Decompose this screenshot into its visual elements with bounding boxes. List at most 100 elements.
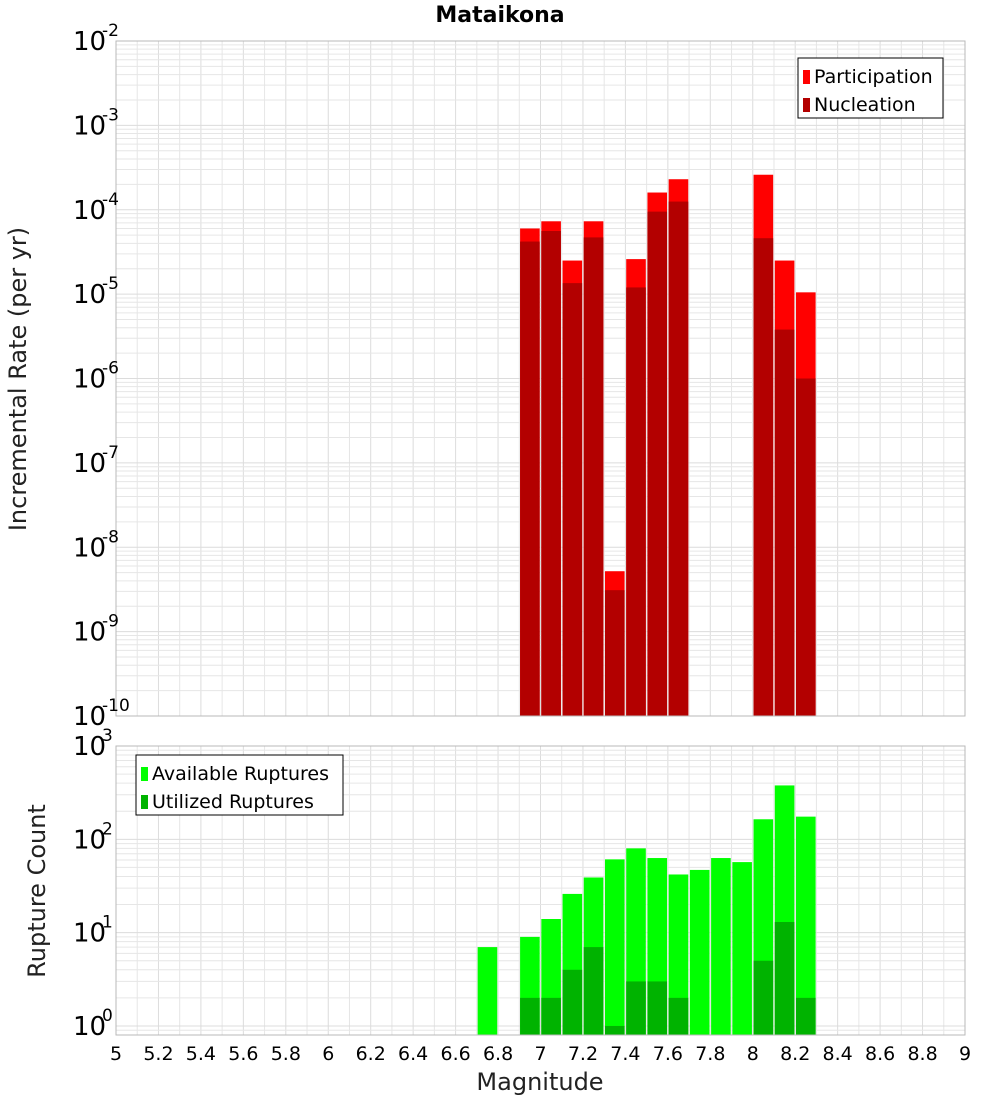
count-y-axis-label: Rupture Count — [23, 804, 51, 978]
y-tick-exponent: 0 — [102, 1006, 113, 1026]
legend-swatch — [141, 795, 148, 809]
y-tick-label: 10 — [73, 365, 106, 395]
y-tick-exponent: 1 — [102, 913, 113, 933]
x-tick-label: 6.4 — [398, 1043, 428, 1065]
y-tick-label: 10 — [73, 111, 106, 141]
rate-bar-b — [541, 230, 561, 716]
rate-bar-b — [626, 287, 646, 716]
count-bar-b — [604, 1025, 625, 1035]
count-bar-a — [796, 816, 816, 1035]
rate-bar-b — [796, 378, 816, 716]
count-grid — [115, 746, 966, 1036]
x-tick-label: 7 — [534, 1043, 546, 1065]
legend-swatch — [141, 767, 148, 781]
count-bar-a — [689, 869, 710, 1035]
count-bar-a — [477, 947, 498, 1035]
rate-bar-b — [647, 211, 668, 716]
y-tick-exponent: -9 — [102, 612, 119, 632]
legend-swatch — [803, 98, 810, 112]
count-bars — [477, 785, 816, 1035]
y-tick-label: 10 — [73, 1012, 106, 1042]
y-tick-exponent: -7 — [102, 443, 119, 463]
x-tick-label: 5.2 — [143, 1043, 173, 1065]
y-tick-exponent: -6 — [102, 359, 119, 379]
y-tick-label: 10 — [73, 919, 106, 949]
y-tick-exponent: 3 — [102, 726, 113, 746]
rate-legend: Participation Nucleation — [797, 57, 944, 119]
y-tick-label: 10 — [73, 196, 106, 226]
x-tick-label: 8.8 — [907, 1043, 937, 1065]
count-bar-a — [711, 858, 731, 1035]
x-tick-label: 8.4 — [823, 1043, 853, 1065]
x-tick-label: 8.2 — [780, 1043, 810, 1065]
rate-bar-b — [774, 329, 795, 716]
x-tick-label: 5 — [110, 1043, 122, 1065]
count-bar-b — [774, 922, 795, 1035]
count-bar-b — [626, 981, 646, 1035]
x-tick-label: 9 — [959, 1043, 971, 1065]
x-tick-label: 7.6 — [653, 1043, 683, 1065]
y-tick-exponent: 2 — [102, 819, 113, 839]
legend-swatch — [803, 70, 810, 84]
x-tick-label: 6.2 — [356, 1043, 386, 1065]
count-bar-a — [668, 874, 689, 1035]
x-tick-label: 5.8 — [271, 1043, 301, 1065]
count-bar-a — [732, 862, 752, 1035]
y-tick-label: 10 — [73, 449, 106, 479]
x-tick-label: 5.6 — [228, 1043, 258, 1065]
count-bar-b — [753, 960, 774, 1035]
x-tick-label: 8 — [747, 1043, 759, 1065]
rate-bar-b — [604, 590, 625, 716]
y-tick-exponent: -5 — [102, 274, 119, 294]
count-bar-b — [562, 969, 583, 1035]
y-tick-exponent: -8 — [102, 527, 119, 547]
y-tick-label: 10 — [73, 732, 106, 762]
y-tick-label: 10 — [73, 27, 106, 57]
count-bar-b — [541, 997, 561, 1035]
chart-title: Mataikona — [435, 3, 564, 28]
count-bar-b — [796, 997, 816, 1035]
legend-box — [797, 57, 944, 119]
count-bar-b — [520, 997, 540, 1035]
rate-bars — [520, 174, 816, 717]
y-tick-label: 10 — [73, 533, 106, 563]
y-tick-label: 10 — [73, 280, 106, 310]
count-bar-a — [604, 859, 625, 1035]
rate-bar-b — [753, 238, 774, 716]
magnitude-x-ticks: 5 5.2 5.4 5.6 5.8 6 6.2 6.4 6.6 6.8 7 7.2 7.4 7.6 7.8 8… — [110, 1043, 971, 1065]
x-tick-label: 7.8 — [695, 1043, 725, 1065]
rate-grid — [115, 41, 966, 717]
count-plot-frame — [115, 745, 966, 1036]
x-tick-label: 8.6 — [865, 1043, 895, 1065]
y-tick-label: 10 — [73, 825, 106, 855]
rate-bar-b — [562, 283, 583, 716]
legend-label: Utilized Ruptures — [152, 791, 314, 813]
x-tick-label: 6.6 — [440, 1043, 470, 1065]
count-bar-b — [583, 947, 604, 1035]
x-tick-label: 6.8 — [483, 1043, 513, 1065]
y-tick-exponent: -10 — [102, 696, 130, 716]
magnitude-x-axis-label: Magnitude — [476, 1068, 603, 1096]
count-bar-b — [668, 997, 689, 1035]
legend-box — [135, 754, 344, 816]
y-tick-exponent: -4 — [102, 190, 119, 210]
y-tick-exponent: -2 — [102, 21, 119, 41]
rate-bar-b — [583, 237, 604, 716]
count-bar-b — [647, 981, 668, 1035]
x-tick-label: 7.4 — [610, 1043, 640, 1065]
y-tick-label: 10 — [73, 702, 106, 732]
legend-label: Available Ruptures — [152, 763, 329, 785]
count-legend: Available Ruptures Utilized Ruptures — [135, 754, 344, 816]
rate-bar-b — [520, 241, 540, 717]
x-tick-label: 7.2 — [568, 1043, 598, 1065]
legend-label: Nucleation — [814, 94, 916, 116]
legend-label: Participation — [814, 66, 933, 88]
rate-plot-frame — [115, 40, 966, 717]
y-tick-exponent: -3 — [102, 105, 119, 125]
rate-bar-b — [668, 201, 689, 716]
